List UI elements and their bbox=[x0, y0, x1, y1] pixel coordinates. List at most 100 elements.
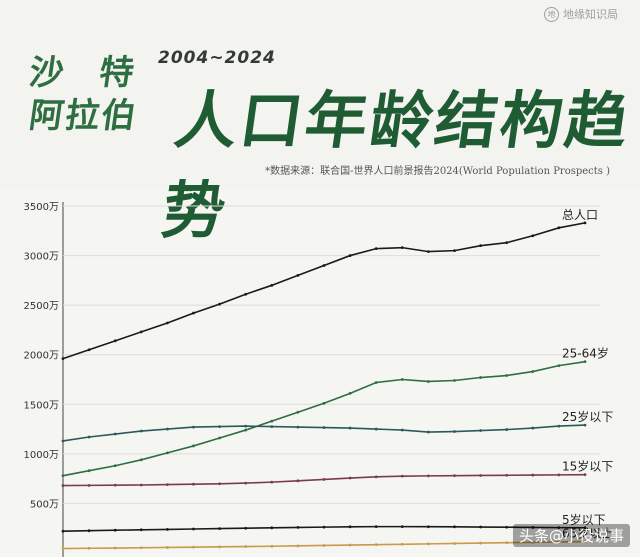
data-point bbox=[166, 483, 169, 486]
data-point bbox=[166, 528, 169, 531]
data-point bbox=[322, 401, 326, 405]
data-point bbox=[244, 481, 248, 485]
data-point bbox=[270, 425, 274, 428]
data-point bbox=[479, 376, 482, 379]
data-point bbox=[374, 247, 378, 251]
data-point bbox=[505, 374, 509, 377]
data-point bbox=[348, 476, 352, 480]
data-point bbox=[218, 527, 222, 531]
data-point bbox=[583, 423, 587, 427]
data-point bbox=[400, 525, 404, 529]
data-point bbox=[270, 283, 274, 287]
data-point bbox=[192, 545, 195, 549]
country-char-1: 沙 bbox=[26, 53, 69, 93]
data-point bbox=[61, 547, 65, 550]
data-point bbox=[557, 424, 561, 428]
data-point bbox=[218, 302, 222, 306]
data-point bbox=[139, 458, 143, 462]
data-point bbox=[87, 483, 91, 487]
data-point bbox=[583, 221, 587, 225]
data-point bbox=[139, 528, 143, 532]
data-point bbox=[531, 526, 535, 529]
data-point bbox=[400, 542, 404, 546]
data-point bbox=[427, 542, 430, 546]
data-source-note: *数据来源：联合国-世界人口前景报告2024(World Population … bbox=[265, 166, 610, 177]
data-point bbox=[453, 249, 456, 253]
year-range: 2004~2024 bbox=[158, 48, 276, 68]
data-point bbox=[348, 426, 352, 430]
series-label: 25-64岁 bbox=[562, 346, 609, 361]
data-point bbox=[61, 357, 65, 361]
data-point bbox=[139, 330, 143, 334]
data-point bbox=[348, 391, 352, 395]
data-point bbox=[192, 444, 195, 448]
data-point bbox=[113, 483, 117, 487]
data-point bbox=[453, 542, 456, 545]
data-point bbox=[322, 264, 326, 267]
y-tick-label: 1000万 bbox=[24, 450, 59, 461]
y-tick-label: 2000万 bbox=[24, 351, 59, 362]
data-point bbox=[374, 381, 378, 384]
data-point bbox=[87, 546, 91, 550]
data-point bbox=[218, 436, 222, 440]
data-point bbox=[531, 426, 535, 430]
data-point bbox=[400, 246, 404, 250]
data-point bbox=[244, 428, 248, 432]
watermark-top: 地 地缘知识局 bbox=[544, 6, 618, 22]
data-point bbox=[61, 529, 65, 533]
data-point bbox=[583, 360, 587, 364]
data-point bbox=[374, 427, 378, 431]
data-point bbox=[427, 380, 430, 383]
data-point bbox=[87, 529, 91, 533]
y-tick-label: 2500万 bbox=[24, 301, 59, 312]
data-point bbox=[87, 348, 91, 352]
data-point bbox=[479, 244, 482, 248]
data-point bbox=[166, 546, 169, 549]
data-point bbox=[531, 370, 535, 373]
data-point bbox=[218, 482, 222, 486]
data-point bbox=[531, 234, 535, 238]
data-point bbox=[400, 378, 404, 381]
data-point bbox=[400, 474, 404, 478]
data-point bbox=[270, 419, 274, 423]
data-point bbox=[87, 469, 91, 473]
data-point bbox=[374, 525, 378, 529]
data-point bbox=[557, 540, 561, 544]
y-tick-label: 3000万 bbox=[24, 252, 59, 263]
data-point bbox=[87, 435, 91, 439]
data-point bbox=[296, 544, 300, 548]
data-point bbox=[244, 526, 248, 530]
data-point bbox=[453, 525, 456, 529]
data-point bbox=[322, 525, 326, 529]
data-point bbox=[348, 525, 352, 529]
data-point bbox=[531, 473, 535, 477]
watermark-text: 地缘知识局 bbox=[563, 8, 618, 21]
data-point bbox=[505, 428, 509, 431]
data-point bbox=[166, 321, 169, 325]
data-point bbox=[427, 430, 430, 434]
data-point bbox=[348, 543, 352, 547]
data-point bbox=[296, 274, 300, 277]
data-point bbox=[192, 482, 195, 486]
data-point bbox=[322, 544, 326, 547]
data-point bbox=[113, 432, 117, 436]
country-char-2: 特 bbox=[96, 53, 139, 93]
data-point bbox=[113, 546, 117, 550]
data-point bbox=[113, 528, 117, 532]
data-point bbox=[61, 474, 65, 478]
data-point bbox=[270, 544, 274, 548]
data-point bbox=[61, 439, 65, 443]
data-point bbox=[453, 474, 456, 478]
data-point bbox=[244, 424, 248, 428]
data-point bbox=[479, 474, 482, 477]
data-point bbox=[583, 526, 587, 530]
data-point bbox=[244, 545, 248, 548]
series-label: 25岁以下 bbox=[562, 409, 613, 424]
data-point bbox=[113, 464, 117, 468]
data-point bbox=[531, 540, 535, 544]
y-tick-label: 500万 bbox=[30, 499, 59, 510]
data-point bbox=[166, 451, 169, 455]
data-point bbox=[427, 474, 430, 478]
data-point bbox=[505, 541, 509, 545]
